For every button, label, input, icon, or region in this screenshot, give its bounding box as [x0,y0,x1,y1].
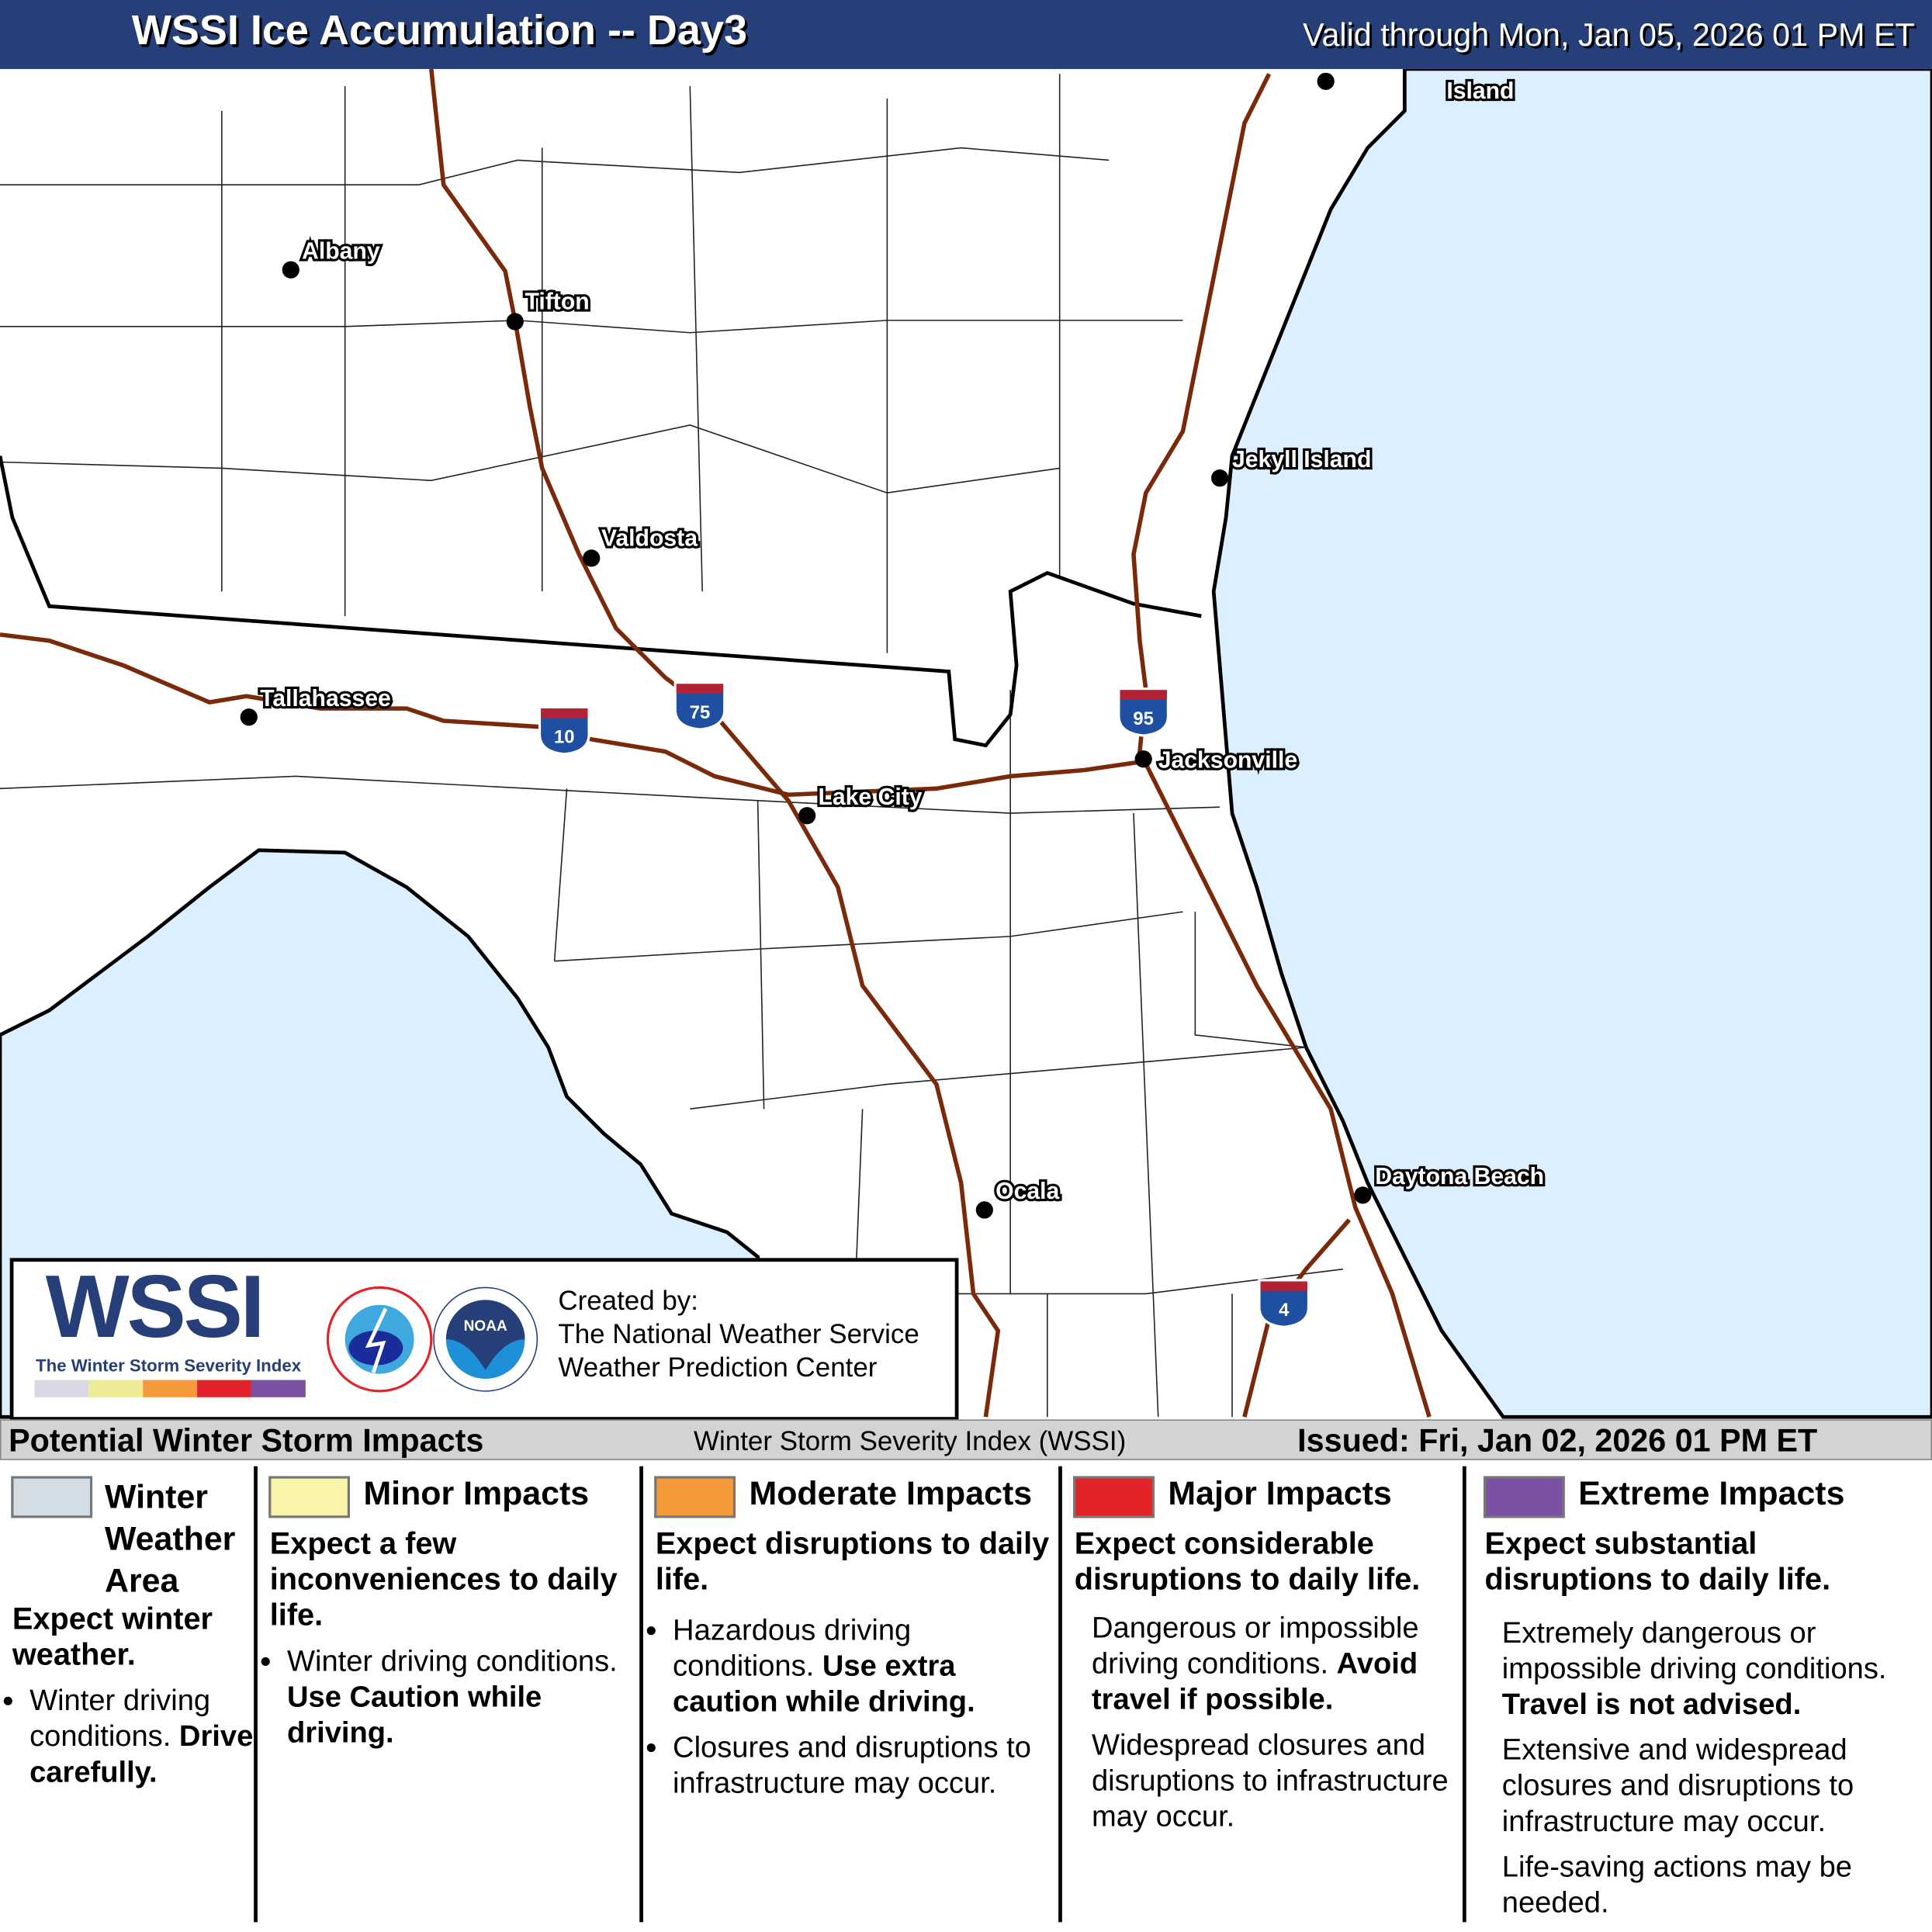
map-title: WSSI Ice Accumulation -- Day3 [131,7,748,54]
moderate-swatch [654,1476,736,1518]
county-lines [0,74,1344,1418]
i-75-shield: 75 [673,681,726,731]
legend-minor: Minor Impacts Expect a few inconvenience… [270,1466,637,1751]
nws-logo-icon [326,1286,433,1393]
i-10-shield: 10 [538,705,590,756]
legend-extreme: Extreme Impacts Expect substantial disru… [1484,1474,1887,1920]
city-label: Albany [302,238,380,264]
map: 10 75 95 4 Albany Tifton Valdosta Tallah… [0,68,1932,1420]
city-label: Ocala [995,1179,1059,1204]
credits-box: WSSI The Winter Storm Severity Index NOA… [9,1258,959,1421]
georgia-florida-state-line [0,455,1202,748]
legend-winter-weather: Winter Weather Area Expect winter weathe… [12,1466,254,1791]
cities: Albany Tifton Valdosta Tallahassee Lake … [240,72,1546,1219]
svg-text:NOAA: NOAA [464,1318,507,1335]
severity-color-bar [34,1380,306,1397]
noaa-logo-icon: NOAA [433,1286,538,1392]
credit-text: Created by: The National Weather Service W… [558,1285,919,1383]
city-label: Jacksonville [1158,747,1297,773]
city-label: Daytona Beach [1375,1164,1544,1189]
interstate-shields: 10 75 95 4 [538,681,1311,1328]
svg-text:10: 10 [554,727,575,748]
minor-swatch [268,1476,350,1518]
valid-time: Valid through Mon, Jan 05, 2026 01 PM ET [1302,16,1915,54]
svg-text:95: 95 [1133,708,1154,729]
city-label: Lake City [818,784,922,810]
legend-header-band: Potential Winter Storm Impacts Winter Sto… [0,1419,1932,1460]
i-95-route [1131,73,1432,1418]
i-95-shield: 95 [1117,687,1170,737]
svg-text:4: 4 [1279,1300,1290,1321]
city-label: Jekyll Island [1232,447,1371,473]
header-bar: WSSI Ice Accumulation -- Day3 Valid thro… [0,0,1932,69]
major-swatch [1073,1476,1155,1518]
extreme-swatch [1483,1476,1565,1518]
wssi-logo: WSSI [45,1258,265,1357]
svg-text:75: 75 [690,702,710,723]
city-label: Tifton [525,289,589,315]
city-label: Tallahassee [260,686,391,712]
winter-weather-swatch [11,1476,93,1518]
i-4-shield: 4 [1258,1279,1311,1328]
wssi-subtitle: The Winter Storm Severity Index [36,1355,302,1376]
legend-moderate: Moderate Impacts Expect disruptions to d… [656,1466,1056,1802]
legend-major: Major Impacts Expect considerable disrup… [1074,1474,1449,1833]
atlantic-ocean [1211,68,1932,1419]
city-label: Island [1446,78,1514,104]
city-label: Valdosta [601,525,698,551]
